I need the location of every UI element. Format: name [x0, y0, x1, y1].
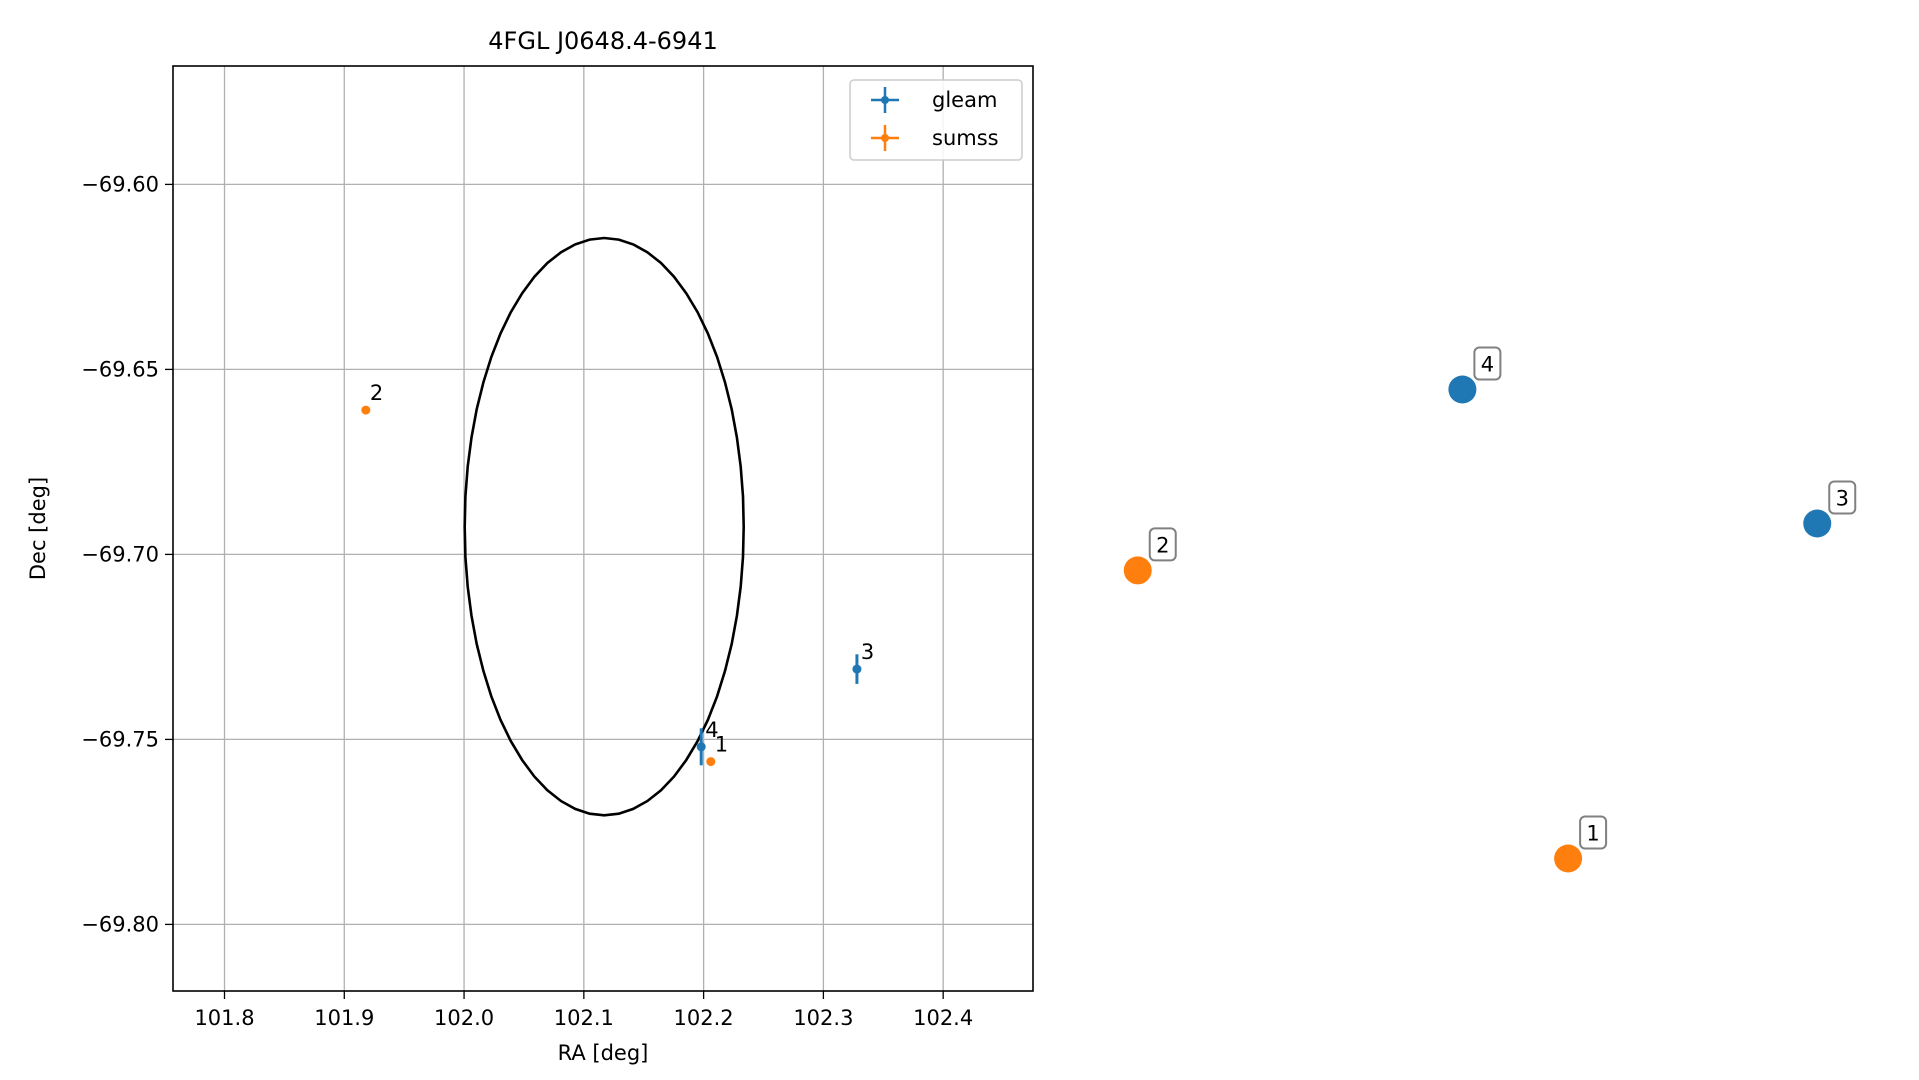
- marker: [852, 664, 862, 674]
- x-tick-label: 102.4: [913, 1006, 973, 1030]
- legend-marker-dot: [881, 96, 889, 104]
- legend: gleam sumss: [849, 79, 1023, 161]
- marker: [696, 742, 706, 752]
- layout-label: 4: [1481, 353, 1494, 377]
- x-tick-label: 102.0: [434, 1006, 494, 1030]
- legend-entry-sumss: sumss: [871, 125, 999, 151]
- point-label: 2: [370, 381, 383, 405]
- layout-label: 1: [1586, 822, 1599, 846]
- legend-label: gleam: [932, 88, 997, 112]
- x-tick-label: 101.9: [314, 1006, 374, 1030]
- layout-marker: [1123, 556, 1152, 585]
- layout-marker: [1448, 375, 1477, 404]
- point-gleam-3: 3: [852, 640, 874, 684]
- grid: [173, 66, 1033, 991]
- point-label: 3: [861, 640, 874, 664]
- layout-marker: [1803, 509, 1832, 538]
- point-gleam-4: 4: [696, 718, 719, 766]
- data-points: 3 41 2: [361, 381, 874, 767]
- x-tick-label: 102.1: [554, 1006, 614, 1030]
- legend-entry-gleam: gleam: [871, 87, 997, 113]
- point-label: 1: [715, 733, 728, 757]
- y-tick-label: −69.75: [81, 727, 159, 751]
- legend-marker-dot: [881, 134, 889, 142]
- y-tick-label: −69.70: [81, 542, 159, 566]
- axis-ticks: 101.8 101.9 102.0 102.1 102.2 102.3 102.4 −69.6…: [81, 172, 973, 1030]
- main-plot: 3 41 2 101.8 101.9 102.0 102.1 102.2 102.3 102.4…: [26, 27, 1034, 1065]
- marker: [361, 405, 371, 415]
- layout-label-box: [1473, 346, 1502, 381]
- x-tick-label: 102.2: [674, 1006, 734, 1030]
- y-tick-label: −69.80: [81, 912, 159, 936]
- layout-label-box: [1828, 480, 1857, 515]
- layout-point-3: 3: [1803, 480, 1857, 538]
- y-axis-label: Dec [deg]: [26, 477, 50, 580]
- layout-label: 2: [1156, 533, 1169, 557]
- y-tick-label: −69.65: [81, 357, 159, 381]
- legend-label: sumss: [932, 126, 999, 150]
- layout-point-4: 4: [1448, 346, 1502, 404]
- plot-frame: [172, 65, 1034, 992]
- layout-label-box: [1148, 527, 1177, 562]
- x-axis-label: RA [deg]: [558, 1041, 649, 1065]
- x-tick-label: 102.3: [793, 1006, 853, 1030]
- marker: [706, 757, 716, 767]
- layout-point-1: 1: [1554, 815, 1608, 873]
- layout-label-box: [1579, 815, 1608, 850]
- point-sumss-2: 2: [361, 381, 383, 415]
- x-tick-label: 101.8: [194, 1006, 254, 1030]
- point-label: 4: [705, 718, 718, 742]
- legend-entries: gleam sumss: [871, 87, 999, 151]
- y-tick-label: −69.60: [81, 172, 159, 196]
- layout-label: 3: [1836, 487, 1849, 511]
- point-sumss-1: 1: [706, 733, 728, 767]
- chart-title: 4FGL J0648.4-6941: [488, 27, 717, 55]
- layout-point-2: 2: [1123, 527, 1177, 585]
- label-layout-panel: 4 3 2 1: [1123, 346, 1857, 873]
- localization-ellipse: [463, 236, 745, 817]
- layout-marker: [1554, 844, 1583, 873]
